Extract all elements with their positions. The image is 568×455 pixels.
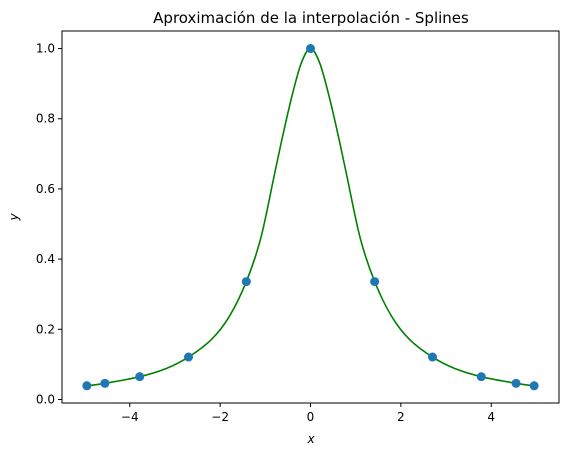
spline-curve-line — [86, 47, 535, 387]
data-point — [306, 44, 315, 54]
y-axis: 0.0 0.2 0.4 0.6 0.8 1.0 — [36, 42, 62, 406]
data-point — [511, 378, 521, 388]
plot-frame — [61, 30, 560, 404]
x-tick-label: 2 — [397, 410, 405, 424]
x-axis-label: x — [306, 432, 315, 446]
x-tick-label: 0 — [307, 410, 315, 424]
y-tick-label: 0.8 — [36, 112, 55, 126]
data-point — [100, 378, 110, 388]
data-point — [82, 381, 92, 391]
y-tick-label: 0.0 — [36, 392, 55, 406]
data-point — [184, 352, 194, 362]
data-point — [370, 277, 380, 287]
x-tick-label: −4 — [121, 410, 139, 424]
data-point — [135, 372, 145, 382]
data-point — [529, 381, 539, 391]
x-tick-label: 4 — [487, 410, 495, 424]
y-tick-label: 0.4 — [36, 252, 55, 266]
x-tick-label: −2 — [211, 410, 229, 424]
data-point — [241, 277, 251, 287]
y-axis-label: y — [7, 213, 21, 222]
y-tick-label: 0.6 — [36, 182, 55, 196]
y-tick-label: 1.0 — [36, 42, 55, 56]
x-axis: −4 −2 0 2 4 — [121, 403, 495, 424]
chart-title: Aproximación de la interpolación - Splin… — [153, 9, 469, 27]
data-points — [82, 44, 539, 391]
data-point — [476, 372, 486, 382]
data-point — [427, 352, 437, 362]
y-tick-label: 0.2 — [36, 322, 55, 336]
